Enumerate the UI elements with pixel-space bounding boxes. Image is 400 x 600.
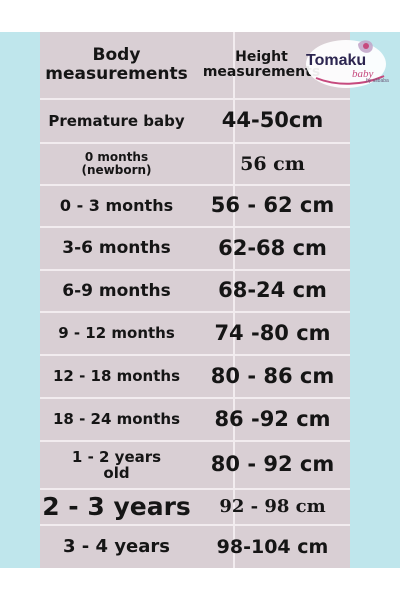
size-chart-table: Body measurements Height measurements Pr…	[40, 32, 350, 568]
table-row: 0 - 3 months 56 - 62 cm	[40, 184, 350, 226]
table-row: 18 - 24 months 86 -92 cm	[40, 397, 350, 440]
age-cell: 1 - 2 years old	[71, 447, 162, 482]
table-row: 1 - 2 years old 80 - 92 cm	[40, 440, 350, 488]
column-divider	[233, 32, 235, 568]
height-cell: 62-68 cm	[218, 235, 327, 260]
height-cell: 68-24 cm	[218, 278, 327, 303]
table-row: 3-6 months 62-68 cm	[40, 226, 350, 269]
age-cell: 18 - 24 months	[52, 410, 181, 429]
age-cell: 0 - 3 months	[59, 196, 174, 216]
table-row: 9 - 12 months 74 -80 cm	[40, 311, 350, 354]
height-cell: 80 - 86 cm	[210, 363, 335, 388]
height-cell: 74 -80 cm	[214, 320, 331, 345]
age-cell: 6-9 months	[62, 280, 171, 301]
height-cell: 86 -92 cm	[214, 406, 331, 431]
height-cell: 56 - 62 cm	[210, 193, 335, 218]
brand-logo-badge	[306, 40, 386, 88]
height-cell: 92 - 98 cm	[219, 496, 326, 518]
brand-name: Tomaku	[306, 52, 367, 69]
brand-sub: baby	[352, 68, 374, 80]
brand-logo: Tomaku baby by alibaba	[306, 38, 392, 90]
header-body-measurements: Body measurements	[45, 45, 188, 84]
table-row: Premature baby 44-50cm	[40, 98, 350, 142]
age-cell: 3-6 months	[62, 238, 171, 259]
height-cell: 56 cm	[240, 152, 305, 175]
age-cell: 9 - 12 months	[58, 324, 175, 343]
age-cell: 3 - 4 years	[63, 536, 170, 558]
brand-by: by alibaba	[366, 78, 389, 84]
table-row: 6-9 months 68-24 cm	[40, 269, 350, 311]
header-row: Body measurements Height measurements	[40, 32, 350, 98]
table-row: 12 - 18 months 80 - 86 cm	[40, 354, 350, 397]
age-cell: Premature baby	[48, 111, 185, 130]
height-cell: 80 - 92 cm	[210, 452, 335, 477]
header-height-measurements: Height measurements	[202, 48, 321, 80]
height-cell: 98-104 cm	[216, 535, 329, 558]
table-row: 2 - 3 years 92 - 98 cm	[40, 488, 350, 524]
age-cell: 2 - 3 years	[42, 492, 191, 522]
age-cell: 12 - 18 months	[52, 367, 181, 386]
table-row: 0 months (newborn) 56 cm	[40, 142, 350, 184]
height-cell: 44-50cm	[221, 108, 324, 133]
table-row: 3 - 4 years 98-104 cm	[40, 524, 350, 568]
age-cell: 0 months (newborn)	[81, 149, 152, 177]
